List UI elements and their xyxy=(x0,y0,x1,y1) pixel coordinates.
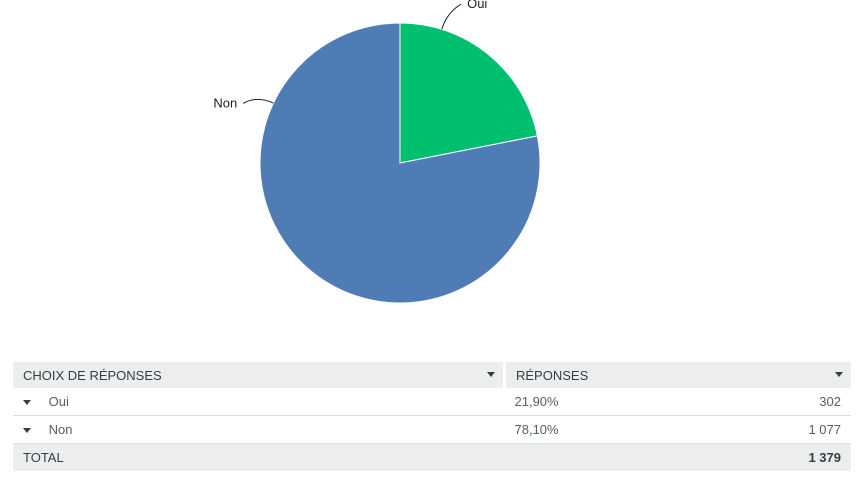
pie-chart: Oui Non xyxy=(213,0,541,304)
table-header-row: CHOIX DE RÉPONSES RÉPONSES xyxy=(13,362,851,388)
sort-caret-icon[interactable] xyxy=(835,372,843,377)
table-row: Oui 21,90% 302 xyxy=(13,388,851,416)
slice-label-oui: Oui xyxy=(467,0,487,11)
sort-caret-icon[interactable] xyxy=(487,372,495,377)
row-percent: 21,90% xyxy=(514,394,559,409)
row-choice-cell: Non xyxy=(13,415,505,444)
pie-slice-non[interactable] xyxy=(259,22,541,304)
row-choice-cell: Oui xyxy=(13,388,505,416)
header-responses[interactable]: RÉPONSES xyxy=(504,362,851,388)
leader-line-oui xyxy=(441,3,462,30)
row-responses-cell: 78,10% 1 077 xyxy=(504,415,851,444)
total-count: 1 379 xyxy=(808,450,841,465)
row-percent: 78,10% xyxy=(514,422,559,437)
expand-caret-icon[interactable] xyxy=(23,428,31,434)
results-table: CHOIX DE RÉPONSES RÉPONSES Oui 21,90% 30… xyxy=(13,362,851,471)
pie-slice-oui[interactable] xyxy=(399,22,538,164)
total-count-cell: 1 379 xyxy=(504,443,851,471)
row-choice-label: Oui xyxy=(48,394,69,409)
table-row: Non 78,10% 1 077 xyxy=(13,415,851,444)
total-label: TOTAL xyxy=(13,443,505,471)
row-count: 1 077 xyxy=(808,422,841,437)
expand-caret-icon[interactable] xyxy=(23,400,31,406)
header-responses-label: RÉPONSES xyxy=(516,367,589,383)
header-choices[interactable]: CHOIX DE RÉPONSES xyxy=(13,362,506,388)
total-row: TOTAL 1 379 xyxy=(13,443,851,471)
slice-label-non: Non xyxy=(213,95,237,110)
header-choices-label: CHOIX DE RÉPONSES xyxy=(23,367,162,383)
row-count: 302 xyxy=(819,394,841,409)
leader-line-non xyxy=(242,98,274,104)
row-choice-label: Non xyxy=(48,422,73,437)
row-responses-cell: 21,90% 302 xyxy=(504,388,851,416)
